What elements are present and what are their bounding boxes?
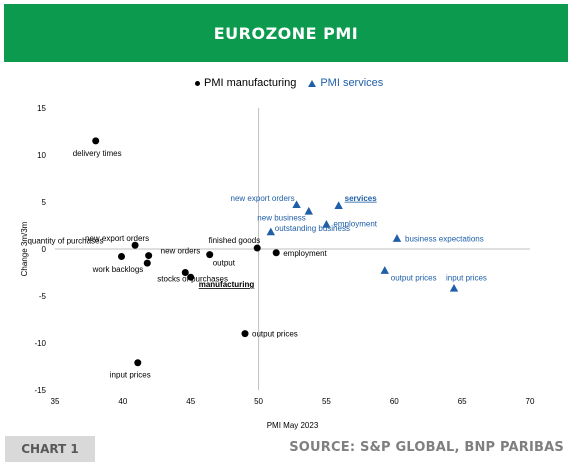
services-point-label: new export orders (231, 194, 295, 203)
manufacturing-point-label: finished goods (209, 236, 261, 245)
source-note: SOURCE: S&P GLOBAL, BNP PARIBAS (289, 440, 564, 455)
manufacturing-point (181, 269, 189, 276)
chart-legend: PMI manufacturing PMI services (195, 77, 383, 89)
x-tick-label: 65 (458, 397, 467, 406)
services-point (380, 266, 389, 274)
services-point (392, 234, 402, 242)
manufacturing-point (118, 253, 125, 261)
y-tick-label: 0 (42, 245, 47, 254)
y-tick-label: -5 (39, 292, 47, 301)
manufacturing-point (187, 273, 195, 281)
y-tick-label: 5 (42, 198, 47, 207)
services-point-label: outstanding business (275, 224, 350, 233)
triangle-marker-icon (308, 79, 317, 87)
manufacturing-point-label: quantity of purchases (27, 237, 103, 246)
legend-label-manufacturing: PMI manufacturing (204, 77, 297, 89)
services-point (304, 206, 313, 215)
manufacturing-point (206, 251, 214, 259)
legend-item-manufacturing: PMI manufacturing (195, 77, 296, 89)
x-tick-label: 35 (51, 397, 60, 406)
manufacturing-point (134, 359, 142, 367)
services-point-label: employment (333, 220, 377, 229)
x-tick-label: 45 (186, 397, 195, 406)
legend-item-services: PMI services (308, 77, 383, 89)
y-tick-label: 10 (37, 151, 46, 160)
x-tick-label: 40 (118, 397, 127, 406)
manufacturing-point (143, 259, 151, 267)
manufacturing-point (253, 244, 261, 252)
services-point (449, 283, 459, 292)
services-point-label: new business (257, 213, 305, 222)
services-point-label: output prices (391, 274, 437, 283)
x-tick-label: 70 (526, 397, 535, 406)
services-point (266, 227, 275, 236)
manufacturing-point (272, 249, 280, 257)
y-tick-label: 15 (37, 104, 46, 113)
manufacturing-point-label: output (213, 259, 236, 268)
manufacturing-point (241, 330, 249, 338)
manufacturing-point-label: new export orders (85, 234, 149, 243)
services-point-label: business expectations (405, 235, 484, 244)
services-point (322, 220, 331, 228)
services-point (292, 200, 301, 209)
manufacturing-point (92, 137, 100, 145)
manufacturing-point-label: employment (283, 249, 327, 258)
manufacturing-point-label: work backlogs (92, 265, 144, 274)
y-tick-label: -10 (34, 339, 46, 348)
manufacturing-point-label: delivery times (73, 149, 122, 158)
chart-number-tag: CHART 1 (5, 436, 95, 462)
manufacturing-point (131, 241, 139, 249)
chart-number-label: CHART 1 (21, 442, 79, 456)
chart-header: EUROZONE PMI (4, 4, 568, 62)
y-tick-label: -15 (34, 386, 46, 395)
x-tick-label: 50 (254, 397, 263, 406)
chart-title: EUROZONE PMI (213, 23, 359, 43)
manufacturing-point-label: new orders (161, 247, 201, 256)
manufacturing-point-label: manufacturing (199, 280, 255, 289)
manufacturing-point-label: output prices (252, 330, 298, 339)
services-point-label: input prices (446, 273, 487, 282)
manufacturing-point-label: input prices (110, 371, 151, 380)
x-tick-label: 55 (322, 397, 331, 406)
circle-marker-icon (195, 80, 200, 86)
x-tick-label: 60 (390, 397, 399, 406)
services-point-label: services (345, 194, 378, 203)
manufacturing-point (145, 252, 153, 260)
x-axis-title: PMI May 2023 (267, 421, 319, 430)
services-point (334, 201, 343, 209)
legend-label-services: PMI services (320, 77, 384, 89)
y-axis-title: Change 3m/3m (20, 221, 29, 276)
